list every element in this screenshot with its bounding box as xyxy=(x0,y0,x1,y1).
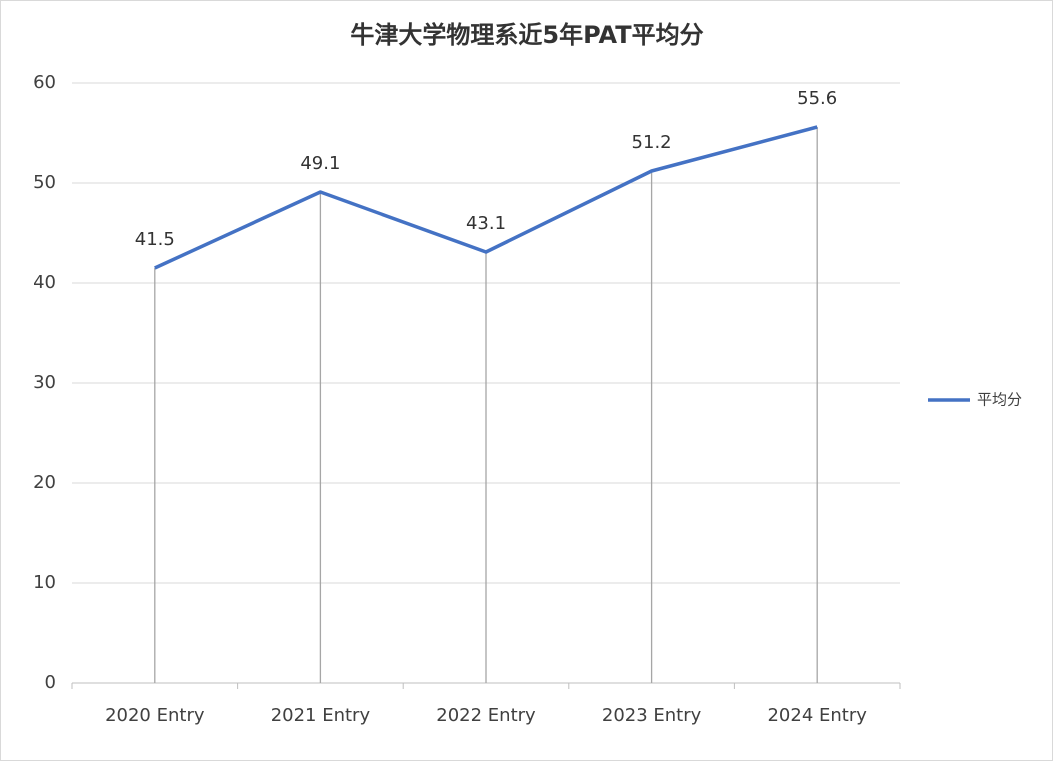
data-label: 51.2 xyxy=(632,132,672,153)
legend-label: 平均分 xyxy=(977,391,1022,409)
x-tick-label: 2023 Entry xyxy=(602,705,702,726)
y-tick-label: 20 xyxy=(33,472,56,493)
data-label: 41.5 xyxy=(135,229,175,250)
data-label: 43.1 xyxy=(466,213,506,234)
y-tick-label: 60 xyxy=(33,72,56,93)
x-tick-label: 2020 Entry xyxy=(105,705,205,726)
y-tick-label: 0 xyxy=(45,672,56,693)
data-label: 55.6 xyxy=(797,88,837,109)
x-tick-label: 2022 Entry xyxy=(436,705,536,726)
data-label: 49.1 xyxy=(300,153,340,174)
x-tick-label: 2021 Entry xyxy=(271,705,371,726)
y-tick-label: 30 xyxy=(33,372,56,393)
chart-title: 牛津大学物理系近5年PAT平均分 xyxy=(350,21,703,49)
y-tick-label: 10 xyxy=(33,572,56,593)
y-tick-label: 40 xyxy=(33,272,56,293)
x-tick-label: 2024 Entry xyxy=(767,705,867,726)
y-tick-label: 50 xyxy=(33,172,56,193)
line xyxy=(154,125,818,270)
